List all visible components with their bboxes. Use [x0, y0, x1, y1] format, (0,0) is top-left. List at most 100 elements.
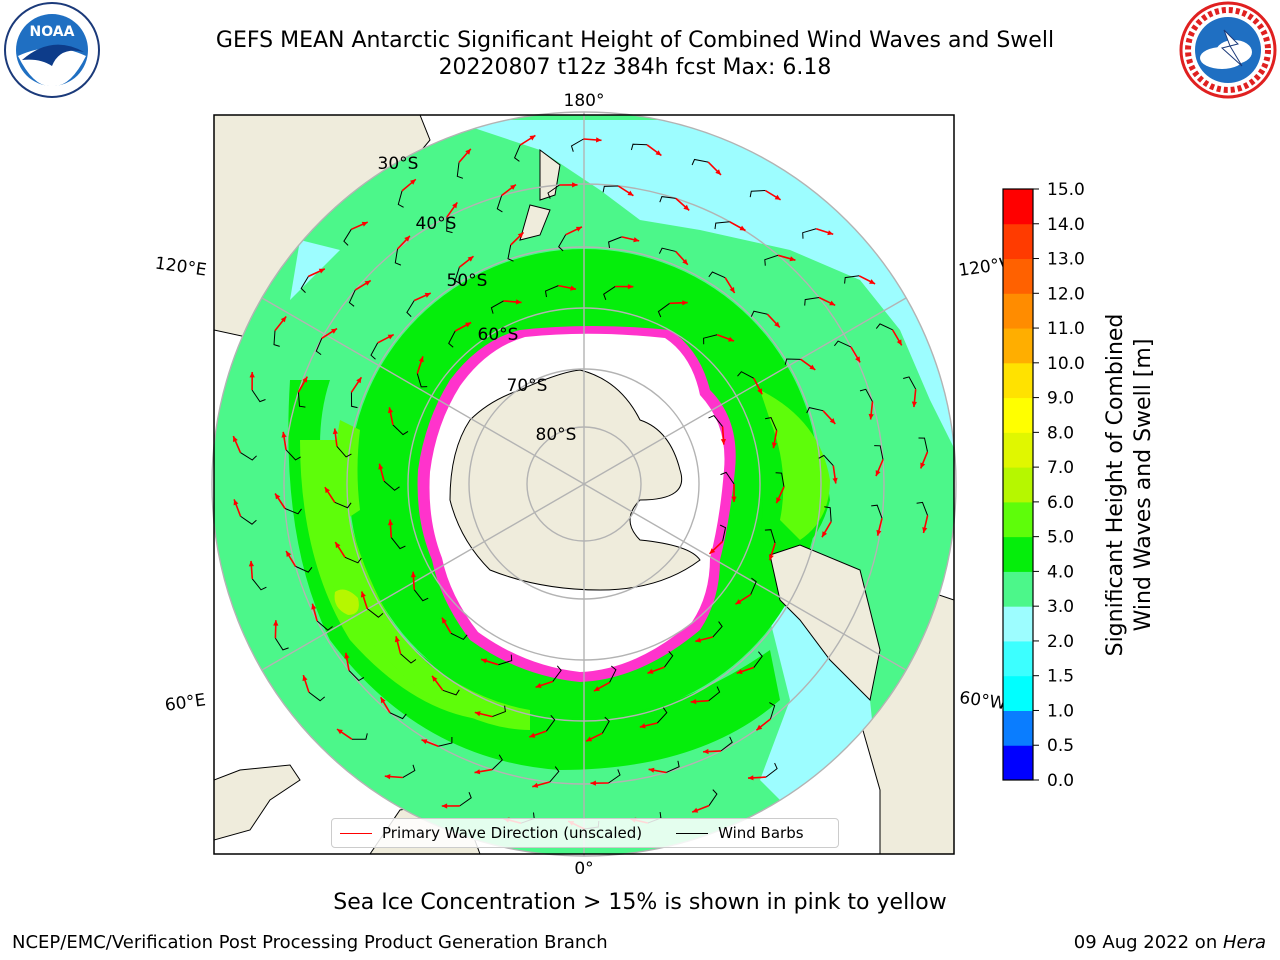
wave-arrow-head — [748, 775, 754, 781]
wave-zone-5-6-south — [330, 570, 530, 730]
wind-barb — [765, 762, 778, 778]
wind-barb — [764, 254, 779, 266]
wind-barb — [454, 267, 461, 285]
wave-arrow-head — [510, 184, 516, 190]
wind-barb — [316, 620, 333, 631]
wave-arrow-head — [331, 328, 337, 334]
lat-label: 50°S — [447, 271, 488, 291]
wave-arrow-head — [822, 531, 827, 538]
wind-barb — [608, 769, 621, 784]
wave-arrow-head — [757, 388, 763, 395]
wind-barb — [547, 184, 560, 199]
wave-arrow-head — [703, 748, 709, 755]
nws-logo — [1179, 1, 1277, 99]
legend: Primary Wave Direction (unscaled) Wind B… — [331, 818, 839, 848]
colorbar-label-line1: Significant Height of Combined — [1103, 313, 1128, 657]
wave-arrow-head — [442, 617, 447, 624]
colorbar-segment — [1003, 536, 1033, 572]
wind-barb — [390, 537, 406, 550]
wave-arrow-head — [715, 169, 721, 175]
wind-barb — [406, 300, 415, 317]
footer-date: 09 Aug 2022 on Hera — [1074, 932, 1266, 953]
wind-barb — [602, 185, 619, 193]
colorbar-segment — [1003, 293, 1033, 329]
wave-arrow-head — [380, 697, 386, 704]
wave-arrow-head — [404, 235, 410, 242]
chart-subtitle: 20220807 t12z 384h fcst Max: 6.18 — [438, 55, 832, 80]
wave-arrow-head — [922, 527, 928, 533]
wave-arrow-head — [735, 599, 742, 605]
wind-barb — [784, 358, 801, 365]
wave-arrow-head — [876, 529, 882, 536]
wind-barb — [456, 162, 464, 179]
wave-arrow-head — [387, 519, 394, 526]
colorbar-tick-label: 1.0 — [1047, 701, 1074, 721]
wave-arrow-head — [647, 668, 654, 674]
wave-arrow-head — [517, 232, 524, 238]
wind-barb — [315, 338, 323, 356]
sea-ice-caption: Sea Ice Concentration > 15% is shown in … — [333, 890, 947, 915]
legend-wave-swatch — [340, 832, 372, 834]
wave-arrow-head — [474, 769, 481, 775]
legend-wind-item: Wind Barbs — [676, 824, 804, 842]
wind-barb — [804, 297, 820, 306]
map-frame — [213, 114, 955, 855]
wave-arrow-head — [729, 287, 735, 293]
colorbar-segment — [1003, 258, 1033, 294]
colorbar-tick-label: 13.0 — [1047, 250, 1085, 270]
colorbar-segment — [1003, 362, 1033, 399]
legend-wave-label: Primary Wave Direction (unscaled) — [382, 824, 643, 842]
wave-arrow-head — [432, 675, 438, 682]
wind-barb — [918, 437, 928, 452]
wave-arrow-head — [364, 280, 371, 286]
wave-arrow-head — [855, 356, 861, 363]
wave-arrow-head — [774, 321, 780, 328]
wind-barb — [350, 392, 358, 409]
wave-arrow-head — [911, 401, 917, 408]
wind-barb — [834, 340, 852, 348]
lat-label: 30°S — [378, 154, 419, 174]
colorbar: 0.0 0.5 1.0 1.5 2.0 3.0 4.0 5.0 6.0 7.0 8.0 9.0 10.0… — [1002, 180, 1085, 791]
lon-label-60e: 60°E — [164, 690, 207, 715]
wind-barb — [334, 501, 352, 509]
wind-barb — [818, 454, 834, 467]
wind-barb — [370, 342, 379, 360]
colorbar-segment — [1003, 432, 1033, 468]
wave-arrow-head — [452, 202, 458, 209]
wave-arrow-head — [418, 356, 424, 363]
wave-arrow-head — [896, 339, 902, 346]
wind-barb — [656, 707, 668, 724]
wave-arrow-head — [387, 407, 393, 414]
wind-barb — [274, 637, 289, 651]
colorbar-label-line2: Wind Waves and Swell [m] — [1131, 338, 1156, 632]
latitude-labels: 30°S 40°S 50°S 60°S 70°S 80°S — [378, 154, 577, 445]
wave-arrow-head — [344, 652, 350, 659]
wind-barb — [442, 689, 460, 696]
wave-arrow-head — [275, 493, 281, 500]
wind-barb — [750, 310, 768, 317]
wave-arrow-head — [273, 620, 279, 626]
wind-barb — [712, 621, 723, 638]
wave-arrow-head — [424, 292, 431, 298]
colorbar-tick-label: 0.0 — [1047, 771, 1074, 791]
wind-barb — [284, 508, 302, 515]
lat-label: 70°S — [507, 376, 548, 396]
noaa-logo: NOAA — [4, 2, 100, 98]
wave-arrow-head — [683, 204, 690, 211]
colorbar-border — [1002, 188, 1034, 781]
wave-arrow-head — [633, 237, 640, 243]
wind-barb — [496, 195, 503, 213]
wind-barb — [492, 705, 506, 718]
colorbar-segment — [1003, 467, 1033, 503]
wind-barb — [708, 414, 723, 427]
wave-arrow-head — [529, 135, 536, 141]
wave-arrow-head — [465, 148, 471, 155]
wave-arrow-head — [387, 334, 394, 340]
wave-arrow-head — [720, 439, 726, 445]
wind-barb — [285, 449, 301, 461]
colorbar-segment — [1003, 571, 1033, 607]
wind-barb — [859, 388, 873, 402]
wave-arrow-head — [627, 284, 634, 290]
wind-barb — [251, 578, 267, 591]
wave-arrow-head — [311, 603, 317, 610]
